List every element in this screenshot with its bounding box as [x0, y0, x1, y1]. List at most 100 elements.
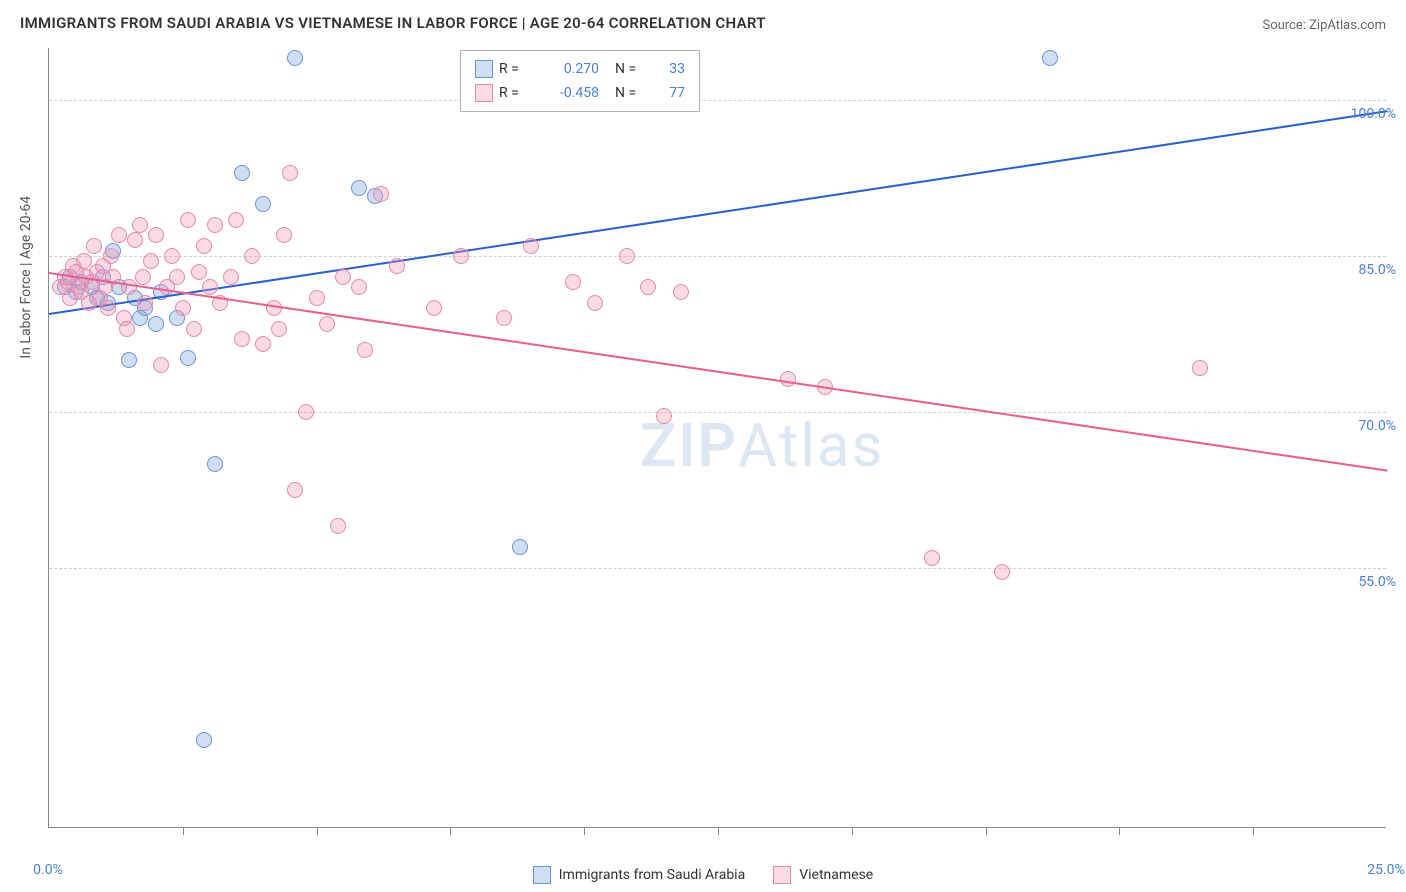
legend-r-value-viet: -0.458 [539, 81, 599, 105]
scatter-point-viet [103, 248, 119, 264]
legend-row-saudi: R = 0.270 N = 33 [475, 57, 685, 81]
scatter-point-viet [127, 232, 143, 248]
scatter-point-viet [673, 284, 689, 300]
scatter-point-viet [255, 336, 271, 352]
scatter-point-viet [994, 564, 1010, 580]
scatter-point-saudi [351, 180, 367, 196]
y-tick-label: 55.0% [1358, 574, 1396, 590]
x-minor-tick [1253, 827, 1254, 835]
scatter-point-viet [143, 253, 159, 269]
x-minor-tick [718, 827, 719, 835]
legend-label-saudi: Immigrants from Saudi Arabia [559, 867, 745, 883]
legend-item-viet: Vietnamese [773, 866, 873, 884]
scatter-point-viet [565, 274, 581, 290]
x-minor-tick [852, 827, 853, 835]
scatter-point-viet [271, 321, 287, 337]
scatter-point-viet [426, 300, 442, 316]
scatter-point-viet [196, 238, 212, 254]
scatter-point-viet [276, 227, 292, 243]
scatter-point-viet [319, 316, 335, 332]
scatter-point-saudi [196, 732, 212, 748]
scatter-point-viet [234, 331, 250, 347]
y-axis-label: In Labor Force | Age 20-64 [18, 196, 34, 359]
scatter-point-viet [282, 165, 298, 181]
scatter-point-viet [619, 248, 635, 264]
scatter-point-viet [1192, 360, 1208, 376]
scatter-point-viet [453, 248, 469, 264]
legend-series: Immigrants from Saudi Arabia Vietnamese [0, 866, 1406, 884]
legend-n-label: N = [615, 81, 649, 105]
legend-n-value-saudi: 33 [655, 57, 685, 81]
scatter-point-viet [202, 279, 218, 295]
scatter-point-viet [640, 279, 656, 295]
scatter-point-viet [86, 238, 102, 254]
y-tick-label: 70.0% [1358, 418, 1396, 434]
scatter-point-saudi [207, 456, 223, 472]
source-label: Source: ZipAtlas.com [1262, 18, 1386, 33]
x-minor-tick [183, 827, 184, 835]
legend-r-label: R = [499, 81, 533, 105]
scatter-point-viet [298, 404, 314, 420]
scatter-point-viet [153, 357, 169, 373]
x-minor-tick [986, 827, 987, 835]
legend-swatch-saudi [533, 866, 551, 884]
gridline-h [49, 100, 1386, 101]
scatter-point-viet [228, 212, 244, 228]
legend-swatch-viet [773, 866, 791, 884]
trend-line-viet [49, 272, 1387, 472]
scatter-point-viet [587, 295, 603, 311]
x-minor-tick [450, 827, 451, 835]
scatter-point-viet [207, 217, 223, 233]
legend-item-saudi: Immigrants from Saudi Arabia [533, 866, 745, 884]
scatter-point-viet [186, 321, 202, 337]
scatter-point-saudi [1042, 50, 1058, 66]
legend-correlation: R = 0.270 N = 33 R = -0.458 N = 77 [460, 50, 700, 112]
scatter-point-viet [137, 295, 153, 311]
legend-n-value-viet: 77 [655, 81, 685, 105]
x-minor-tick [1119, 827, 1120, 835]
scatter-point-viet [523, 238, 539, 254]
scatter-point-viet [132, 217, 148, 233]
legend-swatch-saudi [475, 60, 493, 78]
scatter-point-viet [330, 518, 346, 534]
legend-n-label: N = [615, 57, 649, 81]
plot-area [48, 48, 1386, 828]
scatter-point-viet [164, 248, 180, 264]
scatter-point-saudi [512, 539, 528, 555]
scatter-point-viet [191, 264, 207, 280]
chart-title: IMMIGRANTS FROM SAUDI ARABIA VS VIETNAME… [20, 14, 766, 32]
scatter-point-viet [135, 269, 151, 285]
scatter-point-viet [100, 300, 116, 316]
scatter-point-viet [656, 408, 672, 424]
legend-swatch-viet [475, 84, 493, 102]
scatter-point-viet [335, 269, 351, 285]
x-minor-tick [317, 827, 318, 835]
scatter-point-viet [496, 310, 512, 326]
legend-r-label: R = [499, 57, 533, 81]
scatter-point-viet [287, 482, 303, 498]
scatter-point-viet [121, 279, 137, 295]
scatter-point-viet [389, 258, 405, 274]
scatter-point-viet [175, 300, 191, 316]
legend-row-viet: R = -0.458 N = 77 [475, 81, 685, 105]
scatter-point-viet [180, 212, 196, 228]
trend-line-saudi [49, 110, 1387, 315]
gridline-h [49, 568, 1386, 569]
y-tick-label: 85.0% [1358, 262, 1396, 278]
scatter-point-viet [169, 269, 185, 285]
y-tick-label: 100.0% [1351, 106, 1396, 122]
scatter-point-viet [244, 248, 260, 264]
scatter-point-viet [373, 186, 389, 202]
legend-r-value-saudi: 0.270 [539, 57, 599, 81]
scatter-point-saudi [287, 50, 303, 66]
scatter-point-saudi [180, 350, 196, 366]
scatter-point-viet [351, 279, 367, 295]
scatter-point-viet [309, 290, 325, 306]
scatter-point-viet [148, 227, 164, 243]
scatter-point-viet [111, 227, 127, 243]
scatter-point-saudi [234, 165, 250, 181]
legend-label-viet: Vietnamese [799, 867, 873, 883]
scatter-point-viet [357, 342, 373, 358]
scatter-point-saudi [121, 352, 137, 368]
gridline-h [49, 412, 1386, 413]
